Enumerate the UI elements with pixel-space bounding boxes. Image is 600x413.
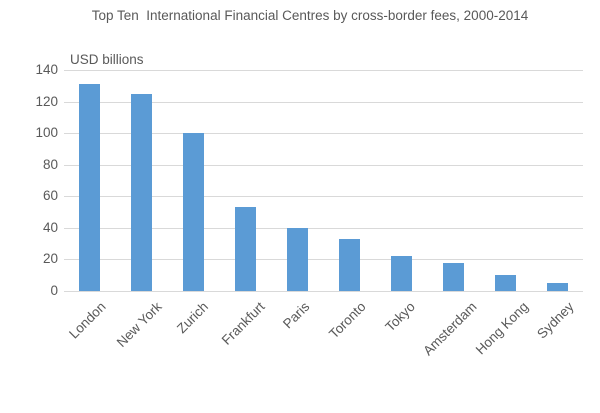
bar-toronto[interactable] (338, 238, 360, 291)
bar-sydney[interactable] (546, 283, 568, 291)
gridline-40 (64, 227, 583, 229)
gridline-100 (64, 133, 583, 135)
x-axis-label-amsterdam: Amsterdam (420, 299, 479, 358)
x-axis-label-toronto: Toronto (326, 299, 368, 341)
plot-area (64, 70, 583, 292)
bar-frankfurt[interactable] (235, 207, 257, 291)
x-axis-label-zurich: Zurich (174, 299, 211, 336)
bar-tokyo[interactable] (390, 256, 412, 291)
x-axis-label-text: Paris (280, 299, 313, 332)
x-axis-label-frankfurt: Frankfurt (219, 299, 268, 348)
y-axis-label-40: 40 (42, 219, 58, 235)
y-axis-label-120: 120 (35, 93, 58, 109)
y-axis-label-60: 60 (42, 188, 58, 204)
y-axis-label-20: 20 (42, 251, 58, 267)
gridline-120 (64, 101, 583, 103)
gridline-80 (64, 164, 583, 166)
x-axis-label-new-york: New York (114, 299, 165, 350)
gridline-20 (64, 259, 583, 261)
bar-hong-kong[interactable] (494, 275, 516, 291)
bar-new-york[interactable] (131, 93, 153, 291)
bars-layer (64, 70, 583, 291)
bar-paris[interactable] (287, 227, 309, 291)
y-axis-unit-label: USD billions (70, 52, 144, 67)
x-axis-label-sydney: Sydney (534, 299, 576, 341)
x-axis-label-text: Hong Kong (472, 299, 531, 358)
y-axis-label-100: 100 (35, 125, 58, 141)
chart-title: Top Ten International Financial Centres … (91, 8, 529, 23)
x-axis-label-text: New York (113, 299, 165, 350)
x-axis-label-hong-kong: Hong Kong (473, 299, 531, 357)
bar-zurich[interactable] (183, 133, 205, 291)
gridline-0 (64, 291, 583, 292)
bar-london[interactable] (79, 84, 101, 291)
x-axis-label-text: Tokyo (382, 299, 418, 335)
y-axis-label-80: 80 (42, 156, 58, 172)
x-axis-label-tokyo: Tokyo (382, 299, 418, 335)
bar-amsterdam[interactable] (442, 262, 464, 291)
x-axis-label-text: Sydney (533, 299, 577, 342)
y-axis-label-140: 140 (35, 62, 58, 77)
x-axis-label-text: Zurich (173, 299, 211, 337)
x-axis-label-text: Frankfurt (218, 299, 268, 348)
x-axis-label-text: Toronto (326, 299, 369, 342)
y-axis-label-0: 0 (50, 283, 58, 298)
x-axis-tick-labels: London New York Zurich Frankfurt Paris Toront… (64, 291, 583, 411)
x-axis-label-text: London (66, 299, 110, 342)
gridline-60 (64, 196, 583, 198)
x-axis-label-paris: Paris (280, 299, 312, 331)
gridline-140 (64, 70, 583, 71)
y-axis-tick-labels: 140 120 100 80 60 40 20 0 (0, 63, 58, 298)
x-axis-label-text: Amsterdam (420, 299, 480, 359)
x-axis-label-london: London (67, 299, 109, 341)
